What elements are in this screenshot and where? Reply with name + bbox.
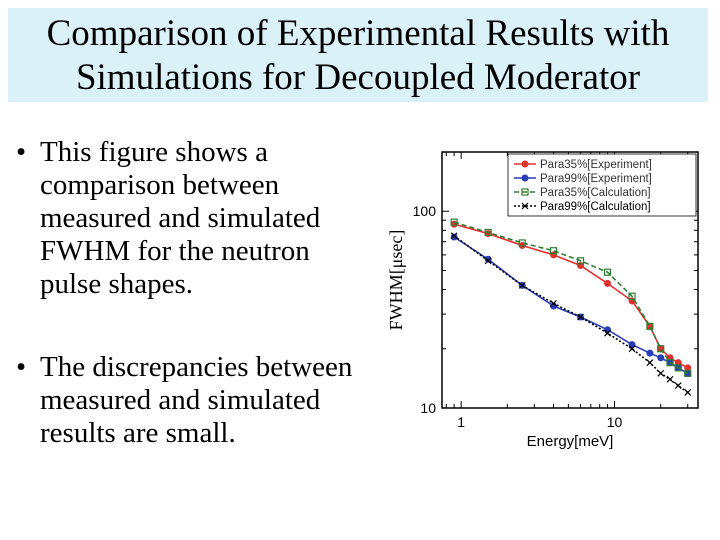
legend-label: Para35%[Experiment] <box>540 159 652 171</box>
data-point-series-2 <box>628 341 636 349</box>
title-box: Comparison of Experimental Results with … <box>8 8 708 102</box>
data-point-series-4 <box>550 299 557 307</box>
data-point-series-3 <box>657 345 665 353</box>
data-point-series-4 <box>657 369 665 377</box>
data-point-series-2 <box>646 349 654 357</box>
series-line-3 <box>453 221 689 375</box>
data-point-series-4 <box>518 281 526 289</box>
plot-frame <box>441 151 699 409</box>
data-point-series-3 <box>484 228 492 237</box>
y-axis-label: FWHM[μsec] <box>386 230 406 331</box>
fwhm-chart: 1 10 10 100 Energy[meV] FWHM[μsec] Para35%[Exp… <box>386 151 699 450</box>
legend-box <box>507 153 697 217</box>
data-point-series-4 <box>450 232 458 240</box>
data-point-series-4 <box>604 329 611 337</box>
bullet-item: • The discrepancies between measured and… <box>14 351 364 450</box>
legend-marker <box>521 188 529 196</box>
legend-marker <box>521 174 529 182</box>
x-tick-label: 10 <box>607 414 623 430</box>
legend-label: Para35%[Calculation] <box>540 187 651 199</box>
legend-marker <box>521 202 529 210</box>
data-point-series-2 <box>684 369 692 377</box>
x-tick-label: 1 <box>457 414 465 430</box>
data-point-series-3 <box>628 292 636 300</box>
bullet-item: • This figure shows a comparison between… <box>14 136 364 301</box>
series-line-1 <box>453 223 689 369</box>
data-point-series-3 <box>674 364 682 372</box>
data-point-series-3 <box>518 239 526 247</box>
data-point-series-3 <box>450 218 458 226</box>
x-axis-label: Energy[meV] <box>527 433 614 450</box>
legend-label: Para99%[Calculation] <box>540 201 651 213</box>
data-point-series-3 <box>684 369 692 377</box>
y-tick-label: 100 <box>413 203 437 219</box>
y-tick-label: 10 <box>420 400 436 416</box>
data-point-series-4 <box>628 345 636 353</box>
data-point-series-1 <box>604 279 612 287</box>
data-point-series-2 <box>484 255 492 263</box>
data-point-series-2 <box>657 354 665 362</box>
slide-title-line-2: Simulations for Decoupled Moderator <box>75 57 641 98</box>
data-point-series-1 <box>550 251 558 259</box>
data-point-series-3 <box>549 247 558 255</box>
data-point-series-4 <box>666 375 674 383</box>
data-point-series-2 <box>450 233 458 241</box>
legend-marker <box>521 160 529 168</box>
data-point-series-4 <box>684 388 692 396</box>
slide-title-line-1: Comparison of Experimental Results with <box>46 13 670 54</box>
bullet-text: The discrepancies between measured and s… <box>40 351 353 449</box>
legend-label: Para99%[Experiment] <box>540 173 652 185</box>
data-point-series-4 <box>484 257 492 265</box>
data-point-series-4 <box>674 382 682 390</box>
data-point-series-3 <box>666 359 674 367</box>
data-point-series-4 <box>577 313 584 321</box>
bullet-text: This figure shows a comparison between m… <box>40 136 321 300</box>
bullet-dot-icon: • <box>16 136 27 168</box>
data-point-series-3 <box>603 268 612 276</box>
data-point-series-3 <box>576 257 585 265</box>
bullet-list: • This figure shows a comparison between… <box>14 136 364 450</box>
data-point-series-4 <box>646 359 654 367</box>
data-point-series-3 <box>646 322 654 330</box>
bullet-dot-icon: • <box>16 351 27 383</box>
